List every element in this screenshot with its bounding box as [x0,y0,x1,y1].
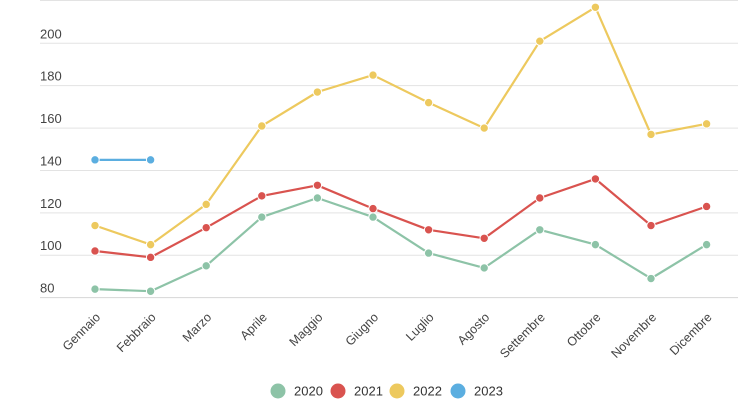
legend-label: 2023 [474,384,503,399]
data-point[interactable] [368,212,378,222]
data-point[interactable] [479,263,489,273]
data-point[interactable] [423,97,434,108]
x-tick-label: Maggio [287,310,326,349]
data-point[interactable] [257,191,267,201]
y-tick-label: 100 [40,238,62,253]
data-point[interactable] [312,193,323,203]
data-point[interactable] [479,233,489,243]
data-point[interactable] [312,180,323,190]
data-point[interactable] [590,239,601,250]
series-2023 [90,155,156,165]
legend-swatch [330,383,346,399]
data-point[interactable] [145,155,156,165]
data-point[interactable] [535,225,545,235]
data-point[interactable] [90,284,100,294]
legend-item-2020[interactable]: 2020 [270,383,323,399]
data-point[interactable] [368,203,378,214]
data-point[interactable] [535,36,545,46]
x-tick-label: Agosto [455,310,492,347]
legend-swatch [450,383,466,399]
data-point[interactable] [646,273,656,284]
x-tick-label: Febbraio [114,310,159,355]
series-2021 [90,174,712,263]
x-tick-label: Settembre [497,310,548,361]
data-point[interactable] [701,201,712,212]
data-point[interactable] [145,239,156,250]
x-tick-label: Giugno [343,310,381,348]
legend[interactable]: 2020 2021 2022 2023 [270,383,503,399]
x-tick-label: Dicembre [667,310,715,358]
y-tick-label: 120 [40,196,62,211]
data-point[interactable] [701,239,712,250]
data-point[interactable] [257,121,267,131]
series-line-2021 [93,177,708,259]
legend-swatch [389,383,405,399]
data-point[interactable] [590,2,601,12]
series-line-2022 [93,6,708,246]
data-point[interactable] [145,252,156,263]
series-2020 [90,193,712,296]
x-axis-ticks: Gennaio Febbraio Marzo Aprile Maggio Giugno Lu… [60,310,715,361]
y-tick-label: 140 [40,153,62,168]
series-line-2020 [93,196,708,293]
data-point[interactable] [201,261,211,271]
data-point[interactable] [90,220,100,231]
data-point[interactable] [646,129,656,140]
data-point[interactable] [145,286,156,296]
data-point[interactable] [479,123,489,133]
x-tick-label: Novembre [608,310,659,361]
legend-label: 2020 [294,384,323,399]
legend-label: 2021 [354,384,383,399]
data-point[interactable] [312,87,323,97]
x-tick-label: Gennaio [60,310,103,353]
data-point[interactable] [90,246,100,256]
grid-lines [40,0,738,299]
data-point[interactable] [201,222,211,233]
legend-item-2023[interactable]: 2023 [450,383,503,399]
data-point[interactable] [590,174,601,184]
x-tick-label: Ottobre [564,310,603,349]
y-tick-label: 160 [40,111,62,126]
x-tick-label: Marzo [180,310,214,344]
data-point[interactable] [535,193,545,203]
data-point[interactable] [201,199,211,210]
legend-label: 2022 [413,384,442,399]
data-point[interactable] [423,248,434,258]
data-point[interactable] [423,225,434,235]
x-tick-label: Luglio [403,310,437,344]
legend-item-2022[interactable]: 2022 [389,383,442,399]
y-tick-label: 200 [40,26,62,41]
data-point[interactable] [90,155,100,165]
legend-swatch [270,383,286,399]
y-tick-label: 80 [40,281,54,296]
legend-item-2021[interactable]: 2021 [330,383,383,399]
data-point[interactable] [646,220,656,231]
x-tick-label: Aprile [237,310,270,343]
data-point[interactable] [701,119,712,129]
series-group [90,2,712,296]
y-tick-label: 180 [40,69,62,84]
data-point[interactable] [368,70,378,80]
y-axis-ticks: 80 100 120 140 160 180 200 [40,26,62,295]
data-point[interactable] [257,212,267,222]
series-2022 [90,2,712,250]
